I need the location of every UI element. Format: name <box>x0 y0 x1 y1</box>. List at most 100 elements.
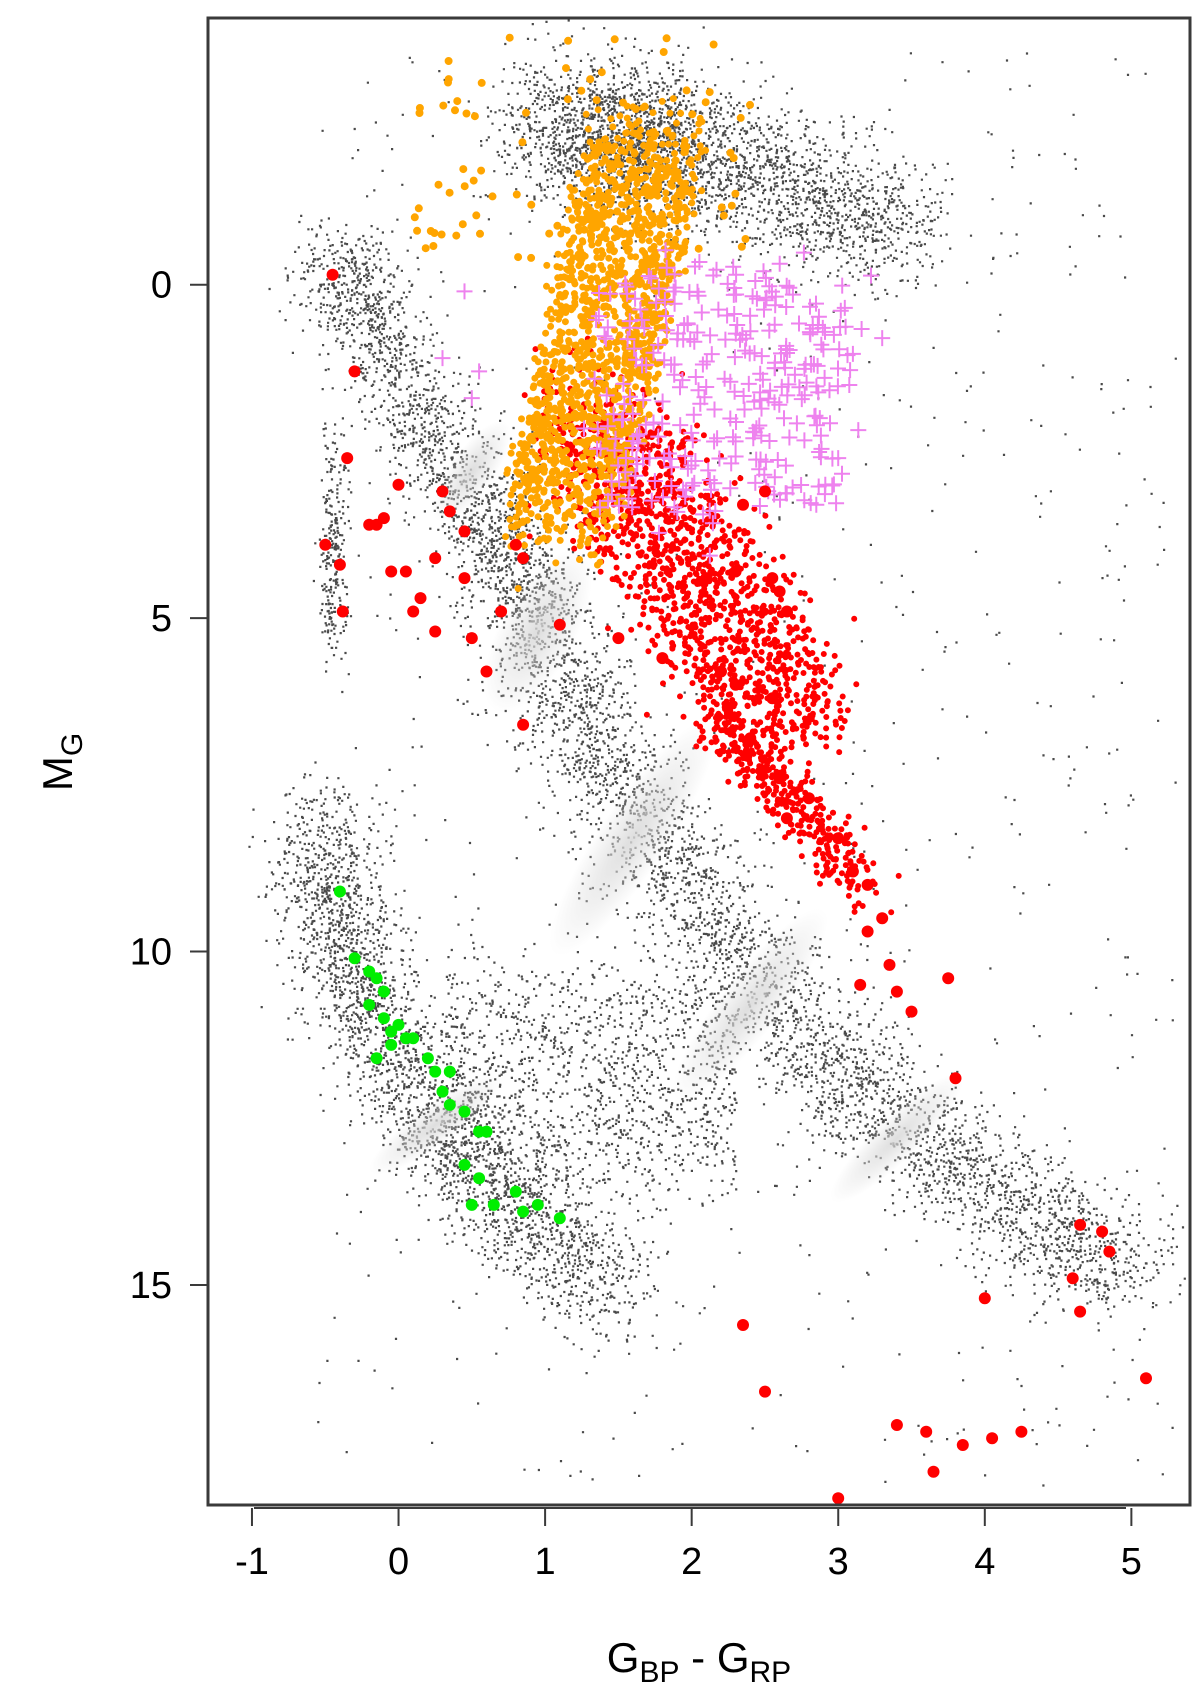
y-tick-label: 15 <box>130 1265 172 1307</box>
series-1-point <box>443 1098 456 1111</box>
series-0-point <box>744 732 757 745</box>
series-1-point <box>517 1205 530 1218</box>
series-0-point <box>854 978 867 991</box>
series-0-point <box>780 812 793 825</box>
series-1-point <box>370 1052 383 1065</box>
series-0-point <box>956 1439 969 1451</box>
series-0-point <box>509 538 522 551</box>
x-tick-label: -1 <box>235 1541 269 1583</box>
series-0-point <box>517 552 530 565</box>
series-1-point <box>465 1198 478 1211</box>
series-0-point <box>1066 1272 1079 1285</box>
x-axis-title-sep: - <box>680 1634 717 1681</box>
series-0-point <box>766 692 779 705</box>
x-tick-label: 2 <box>681 1541 702 1583</box>
series-0-point <box>341 452 354 465</box>
series-0-point <box>883 958 896 971</box>
series-0-point <box>333 558 346 571</box>
x-axis-title: GBP - GRP <box>607 1634 791 1689</box>
series-1-point <box>443 1065 456 1078</box>
series-0-point <box>458 572 471 585</box>
series-0-point <box>656 652 669 665</box>
density-core-4 <box>369 1075 501 1175</box>
x-axis-title-main1: G <box>607 1634 640 1681</box>
series-0-point <box>495 605 508 618</box>
series-0-point <box>465 632 478 645</box>
series-1-point <box>377 985 390 998</box>
series-0-point <box>336 605 349 618</box>
density-core-0 <box>483 550 592 713</box>
density-core-layer <box>369 420 964 1203</box>
background-star-cloud-path <box>248 19 1190 1487</box>
series-1-point <box>473 1172 486 1185</box>
plot-area <box>248 19 1190 1505</box>
series-0-point <box>876 912 889 925</box>
series-0-point <box>319 538 332 551</box>
series-0-point <box>861 925 874 938</box>
series-0-point <box>766 572 779 585</box>
series-0-point <box>927 1465 940 1478</box>
x-axis-title-sub2: RP <box>750 1656 792 1689</box>
series-0-point <box>802 792 815 805</box>
density-core-1 <box>549 720 717 956</box>
series-1-point <box>509 1185 522 1198</box>
series-0-point <box>517 718 530 731</box>
series-0-point <box>986 1432 999 1445</box>
orange-giant-cloud <box>410 33 754 593</box>
series-1-point <box>407 1032 420 1045</box>
series-0-point <box>890 1419 903 1431</box>
x-tick-label: 1 <box>535 1541 556 1583</box>
series-1-point <box>333 885 346 898</box>
series-1-point <box>377 1012 390 1025</box>
series-0-point <box>436 485 449 498</box>
series-0-point <box>905 1005 918 1018</box>
series-0-point <box>612 632 625 645</box>
y-axis-ticks: 0 5 10 15 <box>130 265 208 1307</box>
series-0-point <box>443 505 456 518</box>
y-axis-title-main: M <box>34 756 81 791</box>
series-0-point <box>480 665 493 678</box>
series-1-point <box>458 1105 471 1118</box>
series-0-point <box>377 512 390 525</box>
y-tick-label: 0 <box>151 265 172 307</box>
y-tick-label: 5 <box>151 598 172 640</box>
series-0 <box>319 268 1152 1505</box>
series-0-point <box>780 605 793 618</box>
series-0-point <box>1015 1425 1028 1438</box>
series-0-point <box>326 268 339 281</box>
series-0-point <box>715 665 727 678</box>
series-0-point <box>846 865 859 878</box>
series-0-point <box>861 878 874 891</box>
x-tick-label: 4 <box>974 1541 995 1583</box>
series-0-point <box>729 565 742 578</box>
series-0-point <box>759 485 771 498</box>
density-core-2 <box>672 908 828 1102</box>
density-core-5 <box>432 420 511 523</box>
series-0-point <box>392 478 405 491</box>
series-1-point <box>392 1018 405 1031</box>
series-0-point <box>1074 1218 1087 1231</box>
series-0-point <box>978 1292 991 1305</box>
series-1-point <box>436 1085 449 1098</box>
series-0-point <box>429 552 442 565</box>
series-0-point <box>1103 1245 1116 1258</box>
x-axis-title-main2: G <box>717 1634 750 1681</box>
series-0-point <box>429 625 442 638</box>
series-1-point <box>458 1158 471 1171</box>
series-0-point <box>942 972 955 985</box>
series-0-point <box>773 585 786 598</box>
series-1-point <box>363 998 376 1011</box>
series-0-point <box>759 1385 771 1398</box>
series-1-point <box>385 1038 398 1051</box>
series-1-point <box>421 1052 434 1065</box>
y-axis-title-sub: G <box>56 733 89 756</box>
series-0-point <box>832 832 845 845</box>
series-0-point <box>553 618 566 631</box>
x-axis-title-sub1: BP <box>639 1656 679 1689</box>
x-axis-ticks: -1 0 1 2 3 4 5 <box>235 1508 1142 1583</box>
y-axis-title: MG <box>34 733 89 791</box>
series-1-point <box>553 1212 566 1225</box>
series-0-point <box>399 565 412 578</box>
series-0-point <box>737 1319 749 1331</box>
series-0-point <box>1140 1372 1152 1385</box>
